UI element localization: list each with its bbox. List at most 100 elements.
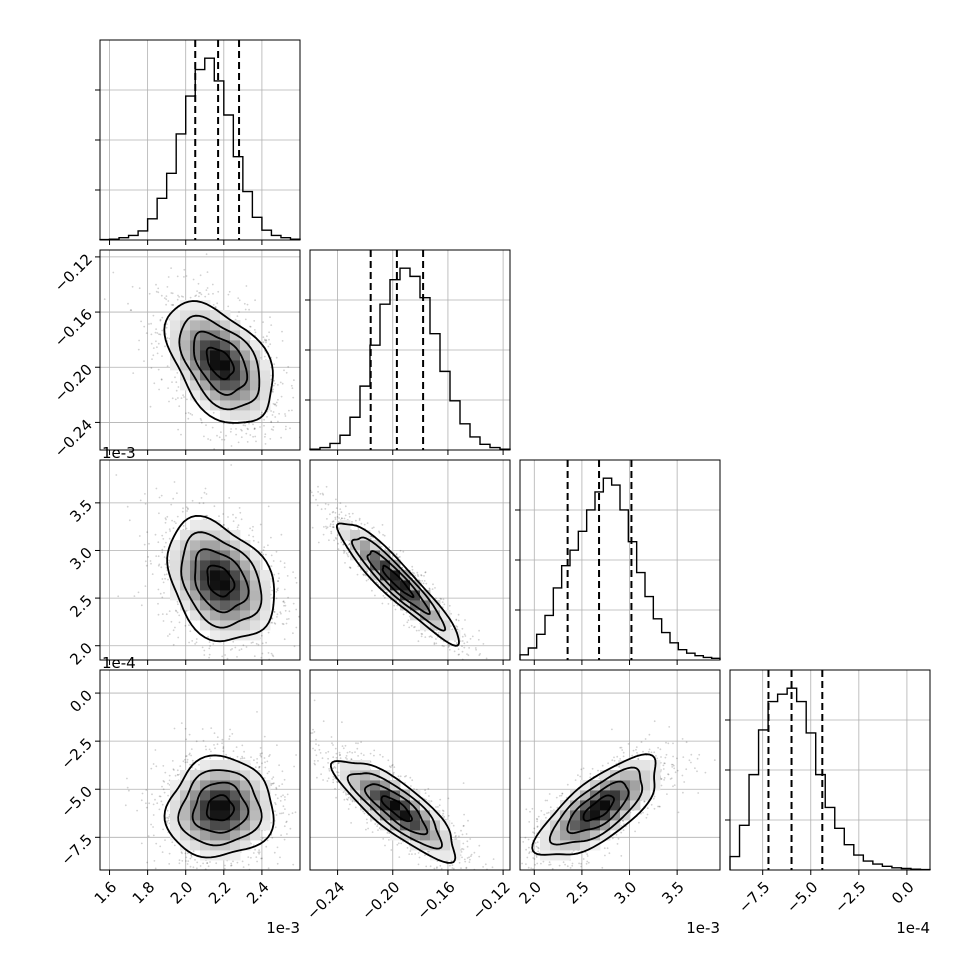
pair-2-point [317,541,320,544]
pair-1-point [250,642,253,644]
pair-0-point [177,294,179,297]
pair-2-point [370,535,373,538]
pair-1-point [253,655,256,658]
pair-0-point [264,435,266,438]
pair-2-point [463,633,466,636]
pair-1-point [117,595,120,598]
pair-2-point [455,618,458,621]
pair-0-point [246,427,249,430]
pair-3-point [196,867,198,870]
pair-0-density-cell [170,310,181,321]
pair-0-point [303,467,305,469]
pair-0-density-cell [260,370,271,381]
pair-1-density-cell [210,630,221,641]
pair-2-point [402,613,405,616]
pair-1-point [265,553,267,556]
pair-1-point [267,652,270,654]
pair-1-point [232,640,235,643]
pair-0-point [194,295,197,297]
pair-2-point [455,619,458,621]
pair-1-point [239,511,242,514]
pair-0-point [273,363,276,366]
pair-1-point [267,505,270,508]
pair-1-density-cell [230,600,241,611]
pair-0-density-cell [230,410,241,421]
pair-1-point [257,541,260,544]
pair-3-point [261,762,263,765]
pair-2-point [365,579,368,582]
pair-2-density-cell [430,610,441,621]
pair-3-point [178,859,181,862]
pair-1-point [163,545,166,548]
pair-0-point [292,452,294,454]
pair-2-point [420,574,422,576]
pair-2-point [441,644,444,647]
pair-1-density-cell [230,590,241,601]
pair-0-point [272,402,275,405]
pair-0-density-cell [210,320,221,331]
pair-0-density-cell [210,390,221,401]
pair-0-point [270,421,273,424]
pair-2-density-cell [430,600,441,611]
pair-0-point [167,387,170,389]
pair-panel-3-0 [99,669,301,871]
pair-1-point [252,525,254,528]
pair-1-contour-0 [206,564,236,598]
pair-3-point [222,747,225,750]
pair-0-point [268,331,270,334]
pair-3-point [276,862,279,865]
pair-3-point [268,755,270,758]
pair-2-contour-1 [366,550,431,616]
pair-0-point [160,378,163,381]
pair-1-point [284,604,287,607]
pair-2-point [348,515,351,518]
pair-1-point [232,513,234,516]
pair-1-point [221,655,224,658]
pair-0-point [238,311,240,313]
pair-0-point [199,417,202,420]
pair-1-density-cell [170,550,181,561]
pair-1-density-cell [220,600,231,611]
pair-1-point [212,643,215,645]
pair-1-point [168,528,171,531]
pair-1-point [224,654,227,656]
pair-1-point [286,575,289,577]
pair-2-point [479,653,481,655]
pair-0-point [182,296,185,298]
pair-2-point [420,632,423,635]
pair-0-density-cell [210,370,221,381]
pair-1-point [173,481,176,483]
pair-0-point [157,287,160,290]
pair-3-point [260,755,263,758]
pair-0-density-cell [240,390,251,401]
pair-3-point [214,747,216,750]
pair-3-point [190,754,193,757]
pair-3-point [126,786,129,789]
pair-2-point [464,635,467,637]
pair-1-density-cell [260,570,271,581]
pair-1-point [260,656,263,659]
pair-2-point [377,583,380,586]
pair-0-density-cell [190,380,201,391]
pair-2-point [418,629,420,632]
pair-0-point [253,428,256,430]
pair-0-point [238,299,241,302]
pair-0-density-cell [200,340,211,351]
pair-0-point [155,340,157,343]
pair-3-point [261,857,263,860]
pair-1-point [163,573,166,576]
pair-1-density-cell [210,550,221,561]
pair-2-point [429,635,432,637]
pair-1-point [238,649,241,651]
pair-0-point [129,309,132,311]
pair-0-density-cell [220,330,231,341]
pair-1-point [270,536,272,539]
pair-1-point [160,494,163,497]
pair-1-point [177,603,179,606]
pair-0-point [252,435,255,438]
pair-1-point [161,551,164,554]
pair-1-point [164,521,167,524]
pair-2-point [443,645,445,648]
pair-2-point [476,673,478,675]
pair-2-point [325,525,327,528]
